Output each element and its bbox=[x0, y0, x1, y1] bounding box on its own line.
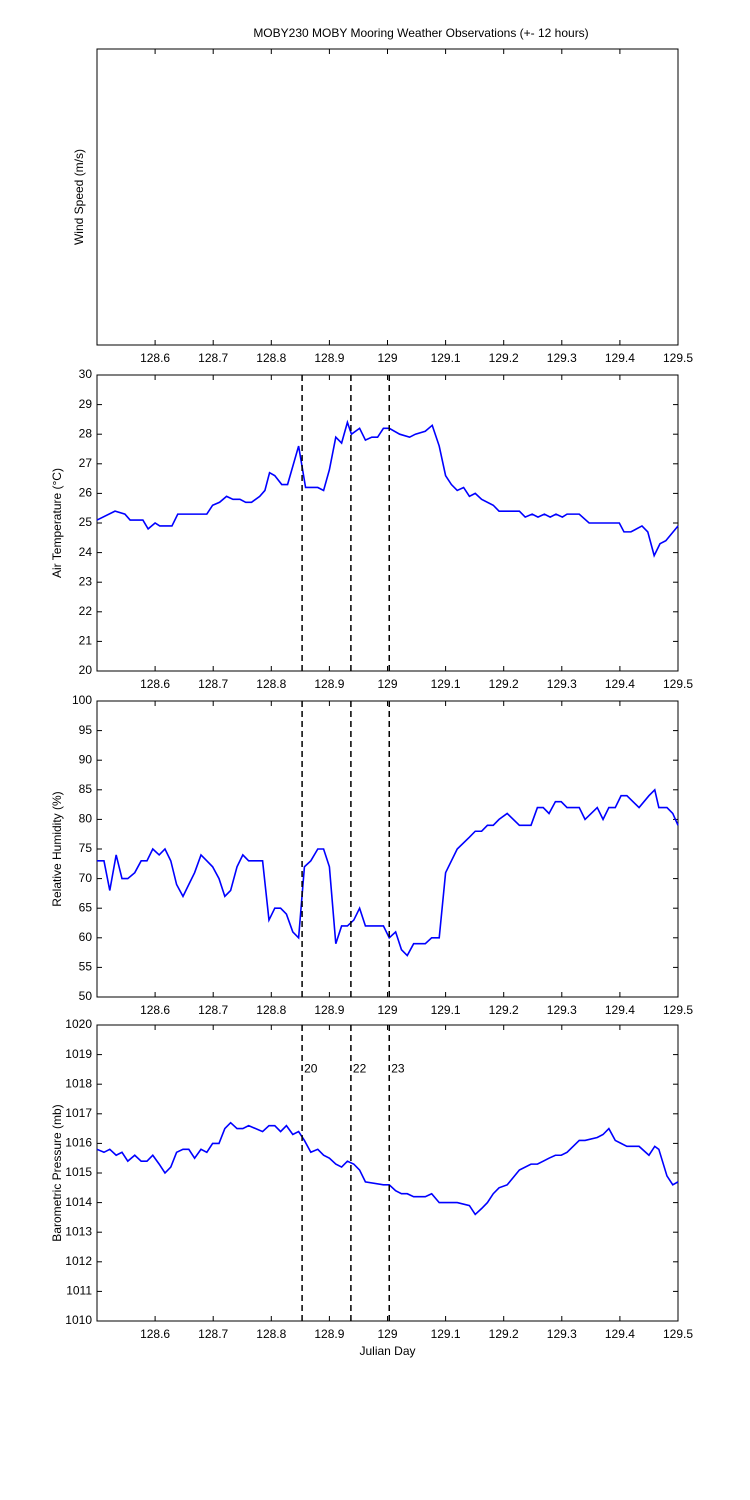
annotation: 23 bbox=[391, 1062, 405, 1076]
x-tick-label: 128.7 bbox=[198, 1327, 228, 1341]
plot-area bbox=[96, 700, 679, 998]
y-axis-label: Wind Speed (m/s) bbox=[72, 149, 86, 245]
x-tick-label: 129.3 bbox=[547, 677, 577, 691]
figure-title: MOBY230 MOBY Mooring Weather Observation… bbox=[253, 26, 588, 40]
x-tick-label: 128.9 bbox=[314, 677, 344, 691]
y-tick-label: 50 bbox=[79, 989, 93, 1003]
y-tick-label: 28 bbox=[79, 426, 93, 440]
y-tick-label: 1010 bbox=[65, 1313, 92, 1327]
x-tick-label: 129.3 bbox=[547, 351, 577, 365]
x-tick-label: 129.1 bbox=[431, 1003, 461, 1017]
y-tick-label: 1013 bbox=[65, 1224, 92, 1238]
y-tick-label: 100 bbox=[72, 693, 92, 707]
x-axis-label: Julian Day bbox=[359, 1344, 415, 1358]
x-tick-label: 128.6 bbox=[140, 1003, 170, 1017]
annotation: 22 bbox=[353, 1062, 367, 1076]
y-tick-label: 80 bbox=[79, 812, 93, 826]
y-tick-label: 1011 bbox=[66, 1284, 92, 1298]
annotation: 20 bbox=[304, 1062, 318, 1076]
y-tick-label: 85 bbox=[79, 782, 93, 796]
y-tick-label: 1012 bbox=[65, 1254, 92, 1268]
y-tick-label: 27 bbox=[79, 456, 93, 470]
x-tick-label: 128.8 bbox=[256, 1003, 286, 1017]
y-tick-label: 95 bbox=[79, 723, 93, 737]
x-tick-label: 129.2 bbox=[489, 1003, 519, 1017]
x-tick-label: 129.1 bbox=[431, 351, 461, 365]
x-tick-label: 128.7 bbox=[198, 1003, 228, 1017]
plot-area bbox=[96, 48, 679, 346]
x-tick-label: 129.5 bbox=[663, 1003, 693, 1017]
y-tick-label: 1017 bbox=[65, 1106, 92, 1120]
x-tick-label: 129.2 bbox=[489, 351, 519, 365]
y-tick-label: 70 bbox=[79, 871, 93, 885]
y-tick-label: 30 bbox=[79, 367, 93, 381]
y-tick-label: 23 bbox=[79, 574, 93, 588]
x-tick-label: 128.6 bbox=[140, 677, 170, 691]
plot-area bbox=[96, 1024, 679, 1322]
y-axis-label: Air Temperature (°C) bbox=[50, 468, 64, 578]
x-tick-label: 129.4 bbox=[605, 1003, 635, 1017]
x-tick-label: 128.8 bbox=[256, 677, 286, 691]
x-tick-label: 129.3 bbox=[547, 1003, 577, 1017]
y-tick-label: 1016 bbox=[65, 1136, 92, 1150]
x-tick-label: 129 bbox=[377, 1327, 397, 1341]
x-tick-label: 129.2 bbox=[489, 1327, 519, 1341]
y-tick-label: 90 bbox=[79, 752, 93, 766]
x-tick-label: 128.9 bbox=[314, 1327, 344, 1341]
x-tick-label: 128.7 bbox=[198, 677, 228, 691]
x-tick-label: 129.3 bbox=[547, 1327, 577, 1341]
x-tick-label: 129.4 bbox=[605, 1327, 635, 1341]
x-tick-label: 129.4 bbox=[605, 677, 635, 691]
x-tick-label: 129 bbox=[377, 1003, 397, 1017]
y-tick-label: 21 bbox=[79, 634, 93, 648]
x-tick-label: 128.9 bbox=[314, 1003, 344, 1017]
y-tick-label: 1020 bbox=[65, 1017, 92, 1031]
data-line bbox=[96, 419, 679, 558]
data-line bbox=[97, 788, 679, 957]
x-tick-label: 129.4 bbox=[605, 351, 635, 365]
x-tick-label: 129.5 bbox=[663, 677, 693, 691]
x-tick-label: 128.9 bbox=[314, 351, 344, 365]
x-tick-label: 129.1 bbox=[431, 1327, 461, 1341]
x-tick-label: 128.8 bbox=[256, 351, 286, 365]
x-tick-label: 128.7 bbox=[198, 351, 228, 365]
y-tick-label: 55 bbox=[79, 960, 93, 974]
y-tick-label: 1019 bbox=[65, 1047, 92, 1061]
y-tick-label: 65 bbox=[79, 900, 93, 914]
y-tick-label: 60 bbox=[79, 930, 93, 944]
y-axis-label: Relative Humidity (%) bbox=[50, 791, 64, 906]
y-axis-label: Barometric Pressure (mb) bbox=[50, 1104, 64, 1241]
y-tick-label: 25 bbox=[79, 515, 93, 529]
x-tick-label: 129.5 bbox=[663, 1327, 693, 1341]
y-tick-label: 24 bbox=[79, 545, 93, 559]
x-tick-label: 129.1 bbox=[431, 677, 461, 691]
y-tick-label: 75 bbox=[79, 841, 93, 855]
y-tick-label: 1015 bbox=[65, 1165, 92, 1179]
y-tick-label: 26 bbox=[79, 486, 93, 500]
x-tick-label: 129 bbox=[377, 677, 397, 691]
x-tick-label: 128.6 bbox=[140, 351, 170, 365]
x-tick-label: 129 bbox=[377, 351, 397, 365]
y-tick-label: 22 bbox=[79, 604, 93, 618]
x-tick-label: 129.5 bbox=[663, 351, 693, 365]
x-tick-label: 128.6 bbox=[140, 1327, 170, 1341]
y-tick-label: 20 bbox=[79, 663, 93, 677]
plot-area bbox=[96, 374, 679, 672]
y-tick-label: 1014 bbox=[65, 1195, 92, 1209]
y-tick-label: 1018 bbox=[65, 1076, 92, 1090]
x-tick-label: 129.2 bbox=[489, 677, 519, 691]
y-tick-label: 29 bbox=[79, 397, 93, 411]
data-line bbox=[96, 1121, 679, 1216]
x-tick-label: 128.8 bbox=[256, 1327, 286, 1341]
